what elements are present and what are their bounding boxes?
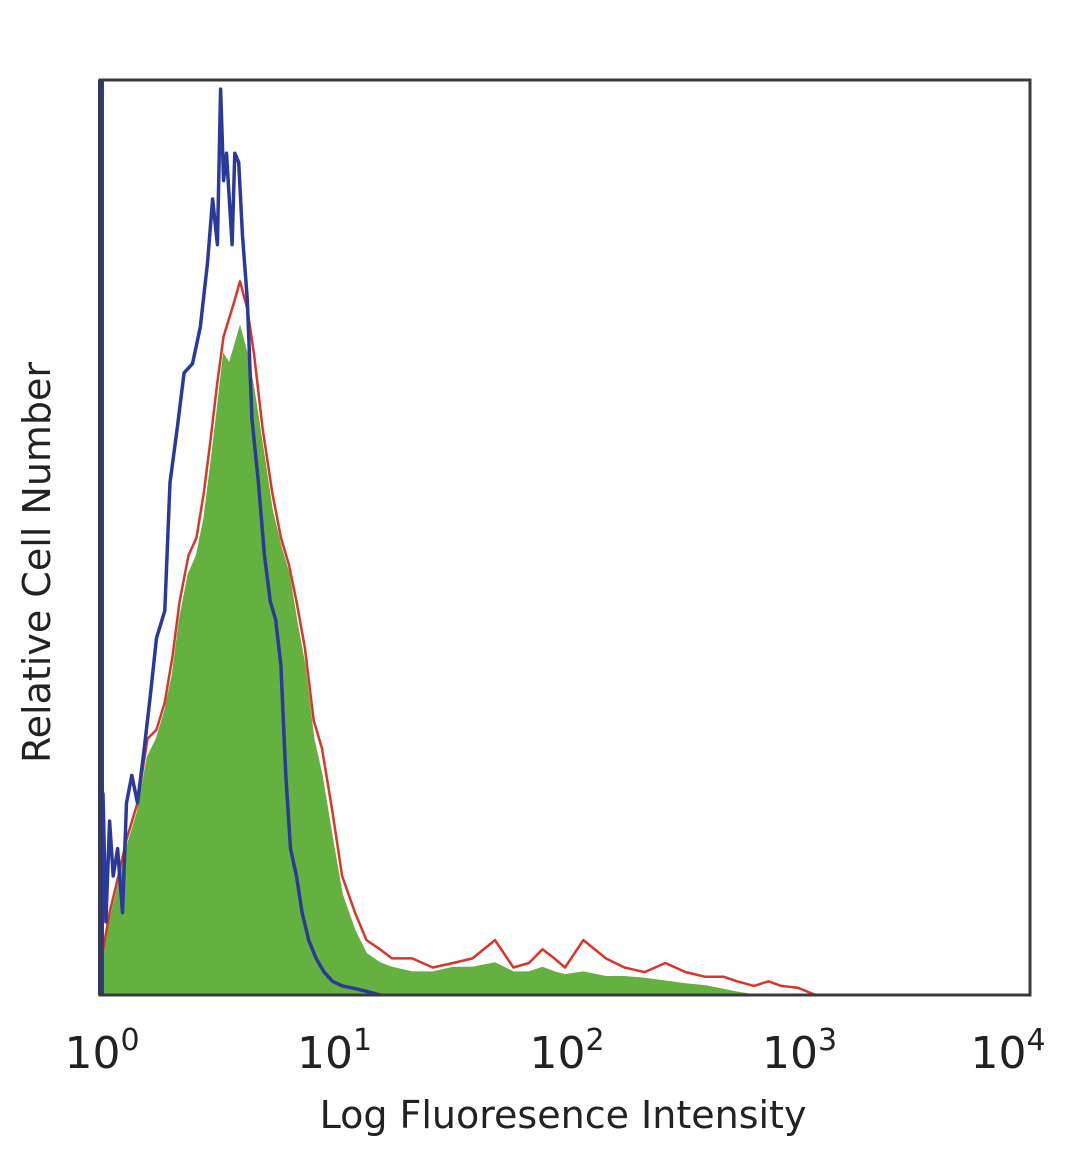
x-tick-label: 103	[762, 1023, 837, 1079]
plot-marks	[98, 87, 817, 997]
x-tick-exponent: 0	[120, 1023, 139, 1058]
x-tick-exponent: 3	[818, 1023, 837, 1058]
histogram-series-blue	[98, 87, 381, 997]
x-tick-label: 104	[970, 1023, 1045, 1079]
x-tick-labels: 100 101 102 103 104	[64, 1023, 1045, 1079]
x-tick-label: 102	[529, 1023, 604, 1079]
y-axis-label: Relative Cell Number	[15, 362, 59, 763]
histogram-series-red	[98, 280, 817, 997]
x-tick-label: 100	[64, 1023, 139, 1079]
x-tick-label: 101	[297, 1023, 372, 1079]
x-tick-exponent: 2	[585, 1023, 604, 1058]
x-tick-base: 10	[762, 1028, 818, 1079]
x-tick-base: 10	[970, 1028, 1026, 1079]
histogram-series-filled	[99, 324, 755, 996]
plot-frame	[98, 78, 1032, 997]
x-axis-label: Log Fluoresence Intensity	[320, 1093, 807, 1137]
x-tick-exponent: 1	[353, 1023, 372, 1058]
x-tick-base: 10	[529, 1028, 585, 1079]
x-tick-exponent: 4	[1026, 1023, 1045, 1058]
x-tick-base: 10	[297, 1028, 353, 1079]
x-tick-base: 10	[64, 1028, 120, 1079]
